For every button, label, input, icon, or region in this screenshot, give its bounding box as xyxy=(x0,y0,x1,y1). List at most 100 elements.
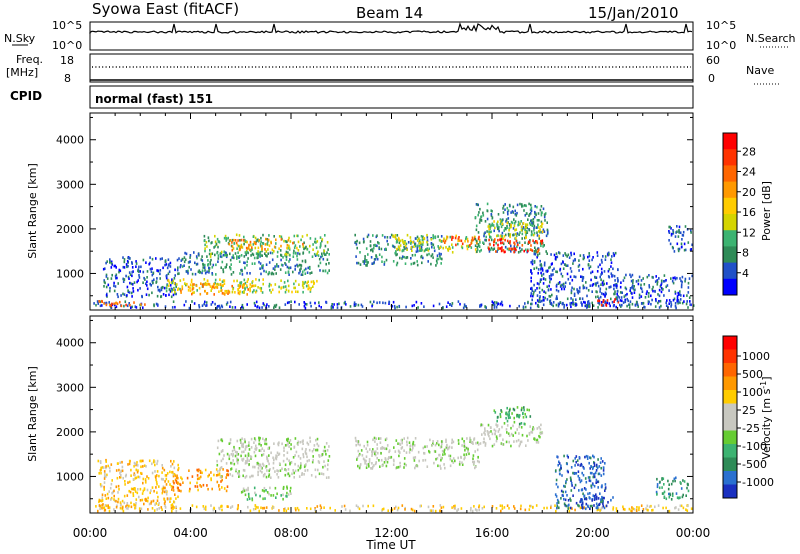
nsky-strip xyxy=(89,21,694,51)
cpid-value: normal (fast) 151 xyxy=(95,92,213,106)
velocity-panel-colorbar-tick: 1000 xyxy=(742,350,770,363)
velocity-panel-ytick-label: 3000 xyxy=(56,381,84,394)
power-panel-region-15 xyxy=(597,298,620,307)
power-panel-region-4 xyxy=(180,282,255,296)
power-panel-colorbar-swatch xyxy=(723,262,737,280)
cpid-label: CPID xyxy=(10,89,42,103)
velocity-panel-region-3 xyxy=(216,436,331,479)
nsearch-tick-bottom: 10^0 xyxy=(706,39,736,52)
nsearch-tick-top: 10^5 xyxy=(706,19,736,32)
velocity-panel-region-8 xyxy=(554,454,607,511)
power-panel-ytick-label: 2000 xyxy=(56,223,84,236)
nave-label: Nave xyxy=(746,64,774,77)
velocity-panel-colorbar-tick: -1000 xyxy=(742,476,774,489)
xtick-label: 00:00 xyxy=(676,526,711,540)
xtick-label: 16:00 xyxy=(475,526,510,540)
velocity-panel-colorbar-swatch xyxy=(723,349,737,364)
velocity-panel-region-6 xyxy=(479,423,544,448)
power-panel-colorbar-swatch xyxy=(723,181,737,199)
velocity-panel-colorbar-tick: 500 xyxy=(742,368,763,381)
velocity-colorbar-label: Velocity [m s-1] xyxy=(759,376,773,459)
power-panel-colorbar-tick: 4 xyxy=(742,267,749,280)
nsearch-label: N.Search xyxy=(746,32,796,45)
velocity-panel-colorbar-swatch xyxy=(723,336,737,350)
power-panel-region-14 xyxy=(530,251,619,308)
freq-strip xyxy=(89,53,694,83)
velocity-panel-ytick-label: 2000 xyxy=(56,426,84,439)
velocity-ylabel: Slant Range [km] xyxy=(26,366,39,462)
xtick-label: 00:00 xyxy=(73,526,108,540)
power-data xyxy=(93,202,695,310)
power-panel-region-2 xyxy=(102,256,179,299)
power-panel-region-17 xyxy=(668,225,693,253)
freq-tick-bottom: 8 xyxy=(64,72,71,85)
cpid-strip xyxy=(89,85,694,109)
power-panel-colorbar-swatch xyxy=(723,230,737,247)
power-panel-colorbar-swatch xyxy=(723,246,737,264)
beam-title: Beam 14 xyxy=(356,4,423,22)
velocity-panel-colorbar-tick: -25 xyxy=(742,422,760,435)
power-ylabel: Slant Range [km] xyxy=(26,163,39,259)
xlabel: Time UT xyxy=(365,538,416,552)
xtick-label: 08:00 xyxy=(274,526,309,540)
xtick-label: 04:00 xyxy=(173,526,208,540)
power-panel-colorbar-tick: 16 xyxy=(742,206,756,219)
velocity-panel-ytick-label: 1000 xyxy=(56,470,84,483)
power-panel-region-11 xyxy=(474,202,549,254)
velocity-panel-colorbar-swatch xyxy=(723,417,737,431)
station-title: Syowa East (fitACF) xyxy=(92,0,239,18)
velocity-panel-region-7 xyxy=(493,406,532,426)
velocity-panel-region-2 xyxy=(170,468,229,493)
velocity-panel-colorbar-swatch xyxy=(723,471,737,485)
xtick-label: 12:00 xyxy=(374,526,409,540)
freq-tick-top: 18 xyxy=(60,54,74,67)
velocity-panel-colorbar-tick: -500 xyxy=(742,458,767,471)
freq-unit: [MHz] xyxy=(6,66,38,79)
velocity-panel-colorbar-swatch xyxy=(723,430,737,445)
power-panel-colorbar-tick: 12 xyxy=(742,226,756,239)
velocity-panel-colorbar-swatch xyxy=(723,390,737,404)
power-panel-ytick-label: 3000 xyxy=(56,178,84,191)
nave-tick-top: 60 xyxy=(706,54,720,67)
power-panel-colorbar-swatch xyxy=(723,197,737,215)
power-panel-colorbar-swatch xyxy=(723,214,737,231)
power-panel-ytick-label: 1000 xyxy=(56,267,84,280)
power-colorbar-label: Power [dB] xyxy=(760,181,773,241)
power-panel-region-7 xyxy=(228,237,304,252)
power-panel-colorbar-tick: 8 xyxy=(742,247,749,260)
velocity-panel-colorbar-swatch xyxy=(723,484,737,499)
power-panel-colorbar-tick: 24 xyxy=(742,166,756,179)
power-panel-colorbar-swatch xyxy=(723,278,737,296)
power-panel-colorbar-tick: 20 xyxy=(742,186,756,199)
velocity-panel-colorbar-swatch xyxy=(723,363,737,377)
velocity-panel-region-4 xyxy=(240,485,292,502)
date-title: 15/Jan/2010 xyxy=(588,4,679,22)
nsky-trace xyxy=(89,22,693,34)
power-panel-colorbar-tick: 28 xyxy=(742,145,756,158)
velocity-panel-colorbar-tick: 25 xyxy=(742,404,756,417)
freq-label: Freq. xyxy=(16,53,43,66)
velocity-panel-colorbar-tick: 100 xyxy=(742,386,763,399)
velocity-panel-region-10 xyxy=(655,476,690,501)
power-panel-region-16 xyxy=(613,273,695,307)
velocity-panel-ytick-label: 4000 xyxy=(56,337,84,350)
velocity-panel-colorbar-swatch xyxy=(723,444,737,458)
velocity-panel-region-9 xyxy=(580,494,614,510)
velocity-colorbar: 1000 500 100 25 -25 -100 -500 -1000 xyxy=(722,335,774,499)
power-panel-colorbar-swatch xyxy=(723,165,737,183)
velocity-panel-region-1 xyxy=(97,458,180,511)
velocity-panel-region-5 xyxy=(354,436,480,470)
power-panel-region-12 xyxy=(487,220,544,241)
power-panel-region-6 xyxy=(203,233,330,258)
power-panel-region-13 xyxy=(487,238,544,254)
nsky-tick-top: 10^5 xyxy=(52,19,82,32)
power-panel-region-1 xyxy=(98,299,146,308)
velocity-panel-colorbar-swatch xyxy=(723,457,737,472)
power-panel-colorbar-swatch xyxy=(723,133,737,150)
power-panel-colorbar-swatch xyxy=(723,149,737,166)
velocity-panel-colorbar-swatch xyxy=(723,376,737,391)
xtick-label: 20:00 xyxy=(575,526,610,540)
power-panel-ytick-label: 4000 xyxy=(56,134,84,147)
nsky-tick-bottom: 10^0 xyxy=(52,39,82,52)
